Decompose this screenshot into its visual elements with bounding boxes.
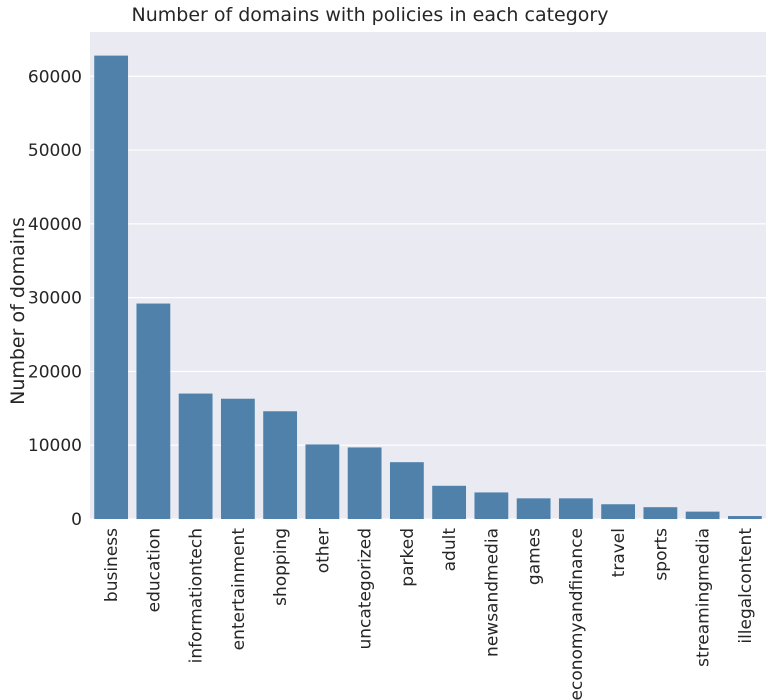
bar-informationtech: [178, 393, 213, 519]
x-tick-label: adult: [440, 528, 460, 572]
x-tick-label: streamingmedia: [694, 528, 714, 667]
x-tick-label: informationtech: [187, 528, 207, 663]
y-axis-label: Number of domains: [7, 217, 29, 405]
bar-illegalcontent: [727, 516, 762, 519]
bar-parked: [389, 462, 424, 519]
y-tick-label: 30000: [28, 289, 82, 309]
chart-title: Number of domains with policies in each …: [132, 4, 609, 26]
y-tick-label: 20000: [28, 362, 82, 382]
bar-other: [305, 444, 340, 519]
y-tick-label: 40000: [28, 215, 82, 235]
x-tick-label: shopping: [271, 528, 291, 606]
x-tick-label: parked: [398, 528, 418, 587]
y-tick-label: 50000: [28, 141, 82, 161]
bar-entertainment: [220, 398, 255, 519]
x-tick-label: sports: [651, 528, 671, 581]
x-tick-label: economyandfinance: [567, 528, 587, 700]
bar-shopping: [263, 411, 298, 519]
x-tick-label: entertainment: [229, 528, 249, 651]
x-tick-labels: business education informationtech entertai…: [102, 528, 756, 700]
x-tick-label: uncategorized: [356, 528, 376, 650]
bar-economyandfinance: [558, 498, 593, 519]
bar-business: [94, 55, 129, 519]
x-tick-label: business: [102, 528, 122, 602]
x-tick-label: illegalcontent: [736, 528, 756, 644]
bars: [94, 55, 762, 519]
y-tick-label: 0: [71, 510, 82, 530]
bar-adult: [432, 485, 467, 519]
bar-education: [136, 303, 171, 519]
y-tick-labels: 0 10000 20000 30000 40000 50000 60000: [28, 67, 82, 530]
y-tick-label: 60000: [28, 67, 82, 87]
x-tick-label: other: [313, 528, 333, 573]
x-tick-label: education: [144, 528, 164, 612]
bar-streamingmedia: [685, 511, 720, 519]
bar-travel: [601, 504, 636, 519]
bar-games: [516, 498, 551, 519]
bar-newsandmedia: [474, 492, 509, 519]
bar-uncategorized: [347, 447, 382, 519]
bar-sports: [643, 507, 678, 519]
y-tick-label: 10000: [28, 436, 82, 456]
x-tick-label: games: [525, 528, 545, 585]
x-tick-label: travel: [609, 528, 629, 577]
x-tick-label: newsandmedia: [482, 528, 502, 657]
